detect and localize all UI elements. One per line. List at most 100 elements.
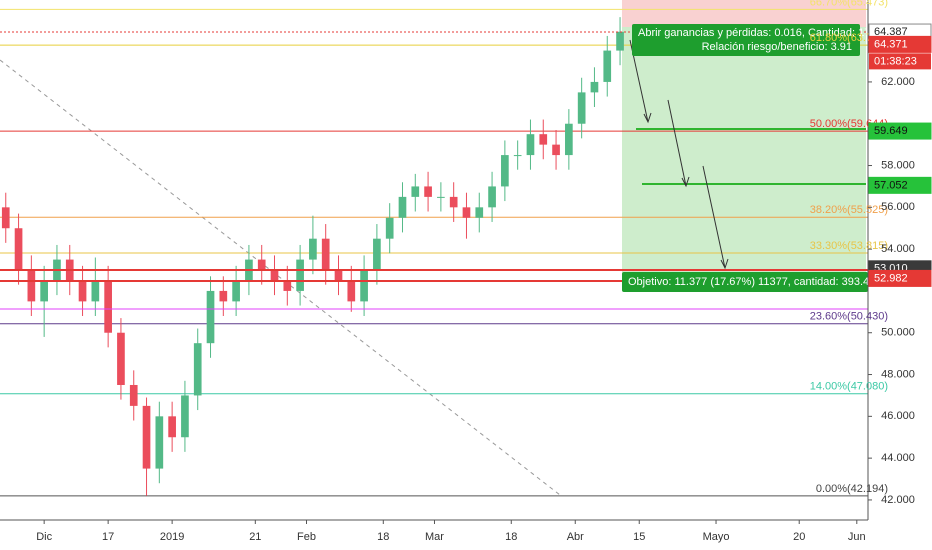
price-badge — [868, 176, 932, 194]
candle-body — [437, 196, 445, 198]
target-zone — [622, 27, 866, 282]
x-tick-label: Jun — [848, 531, 866, 543]
candle-body — [334, 270, 343, 281]
y-tick-label: 54.000 — [881, 243, 915, 255]
candle-body — [142, 405, 151, 469]
fib-label: 50.00%(59.644) — [810, 118, 888, 130]
fib-label: 38.20%(55.525) — [810, 204, 888, 216]
candle-body — [257, 259, 266, 271]
trend-line — [0, 59, 561, 496]
x-tick-label: 17 — [102, 531, 114, 543]
candle-body — [603, 50, 612, 82]
target-box — [622, 272, 868, 292]
candle-body — [181, 395, 189, 438]
pnl-label: Abrir ganancias y pérdidas: 0.016, Canti… — [638, 27, 870, 39]
y-tick-label: 62.000 — [881, 76, 915, 88]
fib-label: 0.00%(42.194) — [816, 483, 888, 495]
candle-body — [513, 155, 522, 157]
candle-body — [424, 186, 432, 197]
fib-label: 23.60%(50.430) — [810, 311, 888, 323]
candle-body — [91, 280, 100, 302]
ratio-label: Relación riesgo/beneficio: 3.91 — [702, 41, 852, 53]
x-tick-label: 18 — [505, 531, 517, 543]
x-tick-label: Mar — [425, 531, 444, 543]
candle-body — [219, 290, 228, 302]
fib-label: 14.00%(47.080) — [810, 381, 888, 393]
candle-body — [449, 196, 458, 208]
candle-body — [206, 290, 215, 344]
candle-body — [155, 416, 164, 469]
candle-body — [27, 270, 36, 302]
x-tick-label: 18 — [377, 531, 389, 543]
candle-body — [552, 144, 560, 156]
candle-body — [193, 343, 202, 396]
candle-body — [577, 92, 586, 124]
candle-body — [475, 207, 484, 218]
price-badge — [868, 122, 932, 140]
candle-body — [321, 238, 330, 271]
candle-body — [526, 134, 535, 156]
stop-zone — [622, 0, 866, 27]
candle-body — [488, 186, 496, 208]
candle-body — [385, 217, 394, 239]
arrow — [667, 99, 690, 188]
price-badge — [868, 269, 932, 287]
y-tick-label: 42.000 — [881, 494, 915, 506]
candle-body — [40, 280, 48, 302]
candle-body — [168, 416, 176, 438]
candle-body — [270, 270, 279, 281]
candle-body — [347, 280, 356, 302]
candle-body — [78, 280, 87, 302]
price-badge-label: 64.387 — [874, 26, 908, 38]
position-info-box — [632, 24, 860, 56]
x-tick-label: 15 — [633, 531, 645, 543]
countdown-label: 01:38:23 — [874, 55, 917, 67]
x-tick-label: Abr — [567, 531, 584, 543]
x-tick-label: 2019 — [160, 531, 184, 543]
candle-body — [590, 81, 599, 93]
candle-body — [1, 207, 10, 229]
candle-body — [129, 384, 138, 406]
candle-body — [309, 238, 317, 260]
price-badge-label: 57.052 — [874, 179, 908, 191]
countdown-badge — [869, 53, 931, 70]
candle-body — [117, 332, 125, 385]
target-label: Objetivo: 11.377 (17.67%) 11377, cantida… — [628, 276, 875, 288]
y-tick-label: 44.000 — [881, 452, 915, 464]
candle-body — [462, 207, 471, 218]
price-badge-label: 52.982 — [874, 272, 908, 284]
candle-body — [565, 123, 573, 156]
candle-body — [501, 155, 509, 187]
fib-label: 33.30%(53.815) — [810, 240, 888, 252]
fib-label: 66.70%(65.473) — [810, 0, 888, 8]
candle-body — [411, 186, 420, 197]
y-tick-label: 50.000 — [881, 327, 915, 339]
back-layer — [0, 0, 866, 496]
candle-body — [539, 134, 548, 145]
fib-label: 61.80%(63.763) — [810, 32, 888, 44]
x-tick-label: 21 — [249, 531, 261, 543]
x-tick-label: Feb — [297, 531, 316, 543]
candle-body — [616, 31, 624, 51]
candle-body — [296, 259, 304, 291]
x-tick-label: Dic — [36, 531, 52, 543]
y-tick-label: 48.000 — [881, 368, 915, 380]
candle-body — [14, 228, 23, 271]
y-tick-label: 46.000 — [881, 410, 915, 422]
candle-body — [104, 280, 112, 333]
y-tick-label: 56.000 — [881, 201, 915, 213]
x-tick-label: Mayo — [703, 531, 730, 543]
x-tick-label: 20 — [793, 531, 805, 543]
price-badge — [868, 35, 932, 53]
candle-body — [232, 280, 240, 302]
candle-body — [373, 238, 381, 271]
arrow — [702, 165, 729, 270]
candle-body — [360, 270, 368, 302]
axis-layer: 66.70%(65.473) 61.80%(63.763) 50.00%(59.64… — [36, 0, 932, 543]
candle-body — [398, 196, 407, 218]
candle-body — [283, 280, 292, 291]
y-tick-label: 58.000 — [881, 159, 915, 171]
price-badge-label: 59.649 — [874, 125, 908, 137]
price-badge-label: 64.371 — [874, 38, 908, 50]
